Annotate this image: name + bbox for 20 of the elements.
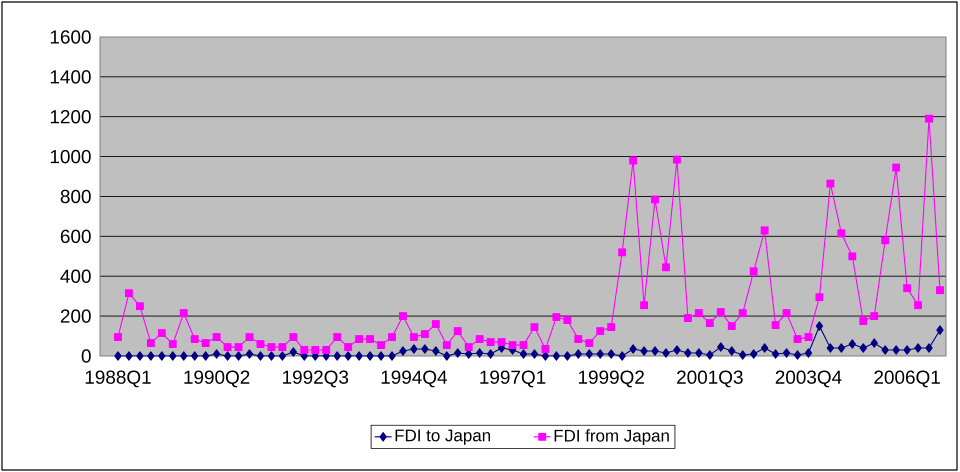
y-tick-label: 800 xyxy=(60,190,91,204)
legend-label: FDI from Japan xyxy=(554,429,669,446)
x-tick-label: 1994Q4 xyxy=(382,370,448,388)
y-tick-label: 1000 xyxy=(50,150,91,164)
x-tick-label: 2006Q1 xyxy=(874,370,940,388)
y-tick-label: 1400 xyxy=(50,70,91,84)
y-tick-label: 200 xyxy=(60,309,91,323)
y-tick-label: 1200 xyxy=(50,110,91,124)
y-tick-label: 600 xyxy=(60,230,91,244)
x-tick-label: 1992Q3 xyxy=(283,370,348,388)
x-tick-label: 2001Q3 xyxy=(677,370,743,388)
x-tick-label: 1990Q2 xyxy=(184,370,250,388)
y-tick-label: 400 xyxy=(60,270,91,283)
x-tick-label: 1997Q1 xyxy=(480,370,546,388)
legend-label: FDI to Japan xyxy=(396,430,490,445)
y-tick-label: 1600 xyxy=(50,30,91,44)
y-tick-label: 0 xyxy=(82,349,91,363)
x-tick-label: 1999Q2 xyxy=(578,370,644,388)
x-tick-label: 1988Q1 xyxy=(86,370,151,388)
x-tick-label: 2003Q4 xyxy=(776,370,842,388)
